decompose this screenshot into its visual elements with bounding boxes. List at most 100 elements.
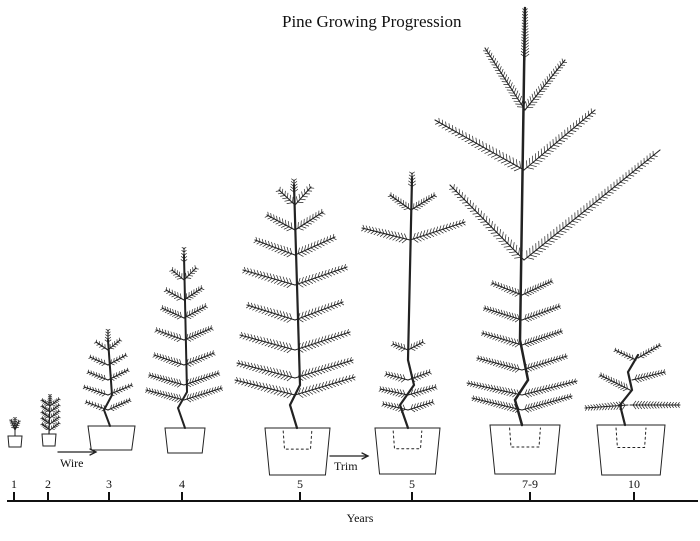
- needles: [186, 285, 205, 301]
- needles: [412, 219, 466, 243]
- needles: [640, 342, 662, 359]
- branch: [361, 227, 411, 241]
- needles: [275, 186, 294, 204]
- needles: [361, 224, 408, 244]
- branch: [614, 349, 637, 361]
- needles: [51, 415, 61, 424]
- pot-icon: [489, 424, 561, 475]
- pot-icon: [87, 425, 136, 451]
- needles: [524, 278, 554, 297]
- branch: [523, 149, 661, 261]
- needles: [378, 386, 406, 398]
- needles: [185, 265, 199, 279]
- needles: [51, 409, 61, 418]
- needles: [524, 393, 573, 413]
- needles: [525, 58, 568, 108]
- needles: [407, 171, 417, 188]
- trunk: [102, 339, 114, 427]
- tick-label: 4: [179, 477, 185, 491]
- trunk: [288, 183, 302, 430]
- branch: [266, 214, 296, 231]
- branch: [246, 304, 296, 321]
- needles: [297, 208, 326, 231]
- branch: [171, 269, 185, 281]
- needles: [154, 327, 182, 342]
- trim-arrow-head: [361, 452, 370, 460]
- needles: [40, 416, 49, 424]
- needles: [110, 382, 134, 397]
- branch: [392, 343, 409, 351]
- tick-label: 5: [297, 477, 303, 491]
- needles: [410, 369, 432, 382]
- needles: [482, 47, 526, 108]
- needles: [104, 328, 112, 343]
- axis-label: Years: [346, 511, 374, 525]
- branch: [294, 211, 324, 231]
- needles: [51, 421, 61, 430]
- pot-icon: [41, 433, 57, 447]
- needles: [613, 347, 634, 361]
- needles: [186, 303, 209, 319]
- needles: [40, 404, 49, 412]
- branch: [407, 371, 431, 381]
- needles: [93, 339, 106, 350]
- needles: [163, 287, 182, 301]
- branch: [449, 184, 525, 261]
- branch: [524, 59, 566, 111]
- needles: [483, 305, 520, 323]
- trim-label: Trim: [334, 459, 358, 473]
- needles: [289, 178, 299, 193]
- needles: [246, 301, 293, 323]
- wire-label: Wire: [60, 456, 84, 470]
- branch: [491, 282, 523, 296]
- needles: [297, 233, 337, 257]
- pot-icon: [596, 424, 666, 476]
- needles: [110, 367, 130, 381]
- branch: [389, 194, 412, 211]
- needles: [239, 331, 293, 354]
- needles: [524, 328, 563, 348]
- root-ball-outline: [509, 427, 541, 448]
- needles: [147, 372, 182, 388]
- needles: [410, 384, 438, 398]
- needles: [186, 370, 221, 388]
- trunk: [398, 176, 416, 430]
- needles: [471, 395, 520, 413]
- branch: [521, 330, 563, 346]
- needles: [520, 8, 530, 58]
- needles: [390, 340, 406, 352]
- needles: [435, 117, 521, 172]
- needles: [169, 267, 183, 280]
- branch: [183, 352, 215, 366]
- needles: [40, 422, 49, 430]
- needles: [40, 410, 49, 418]
- needles: [51, 403, 61, 412]
- needles: [476, 355, 520, 373]
- branch: [183, 327, 213, 341]
- needles: [584, 401, 626, 411]
- trunk: [176, 254, 189, 429]
- needles: [236, 359, 293, 382]
- needles: [152, 352, 182, 368]
- branch: [521, 280, 553, 296]
- branch: [481, 332, 523, 346]
- branch: [153, 354, 185, 366]
- branch: [294, 236, 336, 256]
- branch: [145, 389, 185, 401]
- needles: [110, 397, 132, 411]
- root-ball-outline: [392, 430, 423, 450]
- needles: [632, 400, 680, 410]
- tick-label: 2: [45, 477, 51, 491]
- needles: [160, 305, 182, 320]
- needles: [298, 374, 356, 398]
- branch: [183, 387, 223, 401]
- needles: [82, 384, 106, 397]
- needles: [109, 337, 123, 350]
- needles: [524, 378, 578, 398]
- needles: [40, 398, 49, 406]
- branch: [294, 331, 351, 351]
- branch: [294, 266, 348, 286]
- needles: [88, 354, 106, 366]
- needles: [481, 330, 520, 348]
